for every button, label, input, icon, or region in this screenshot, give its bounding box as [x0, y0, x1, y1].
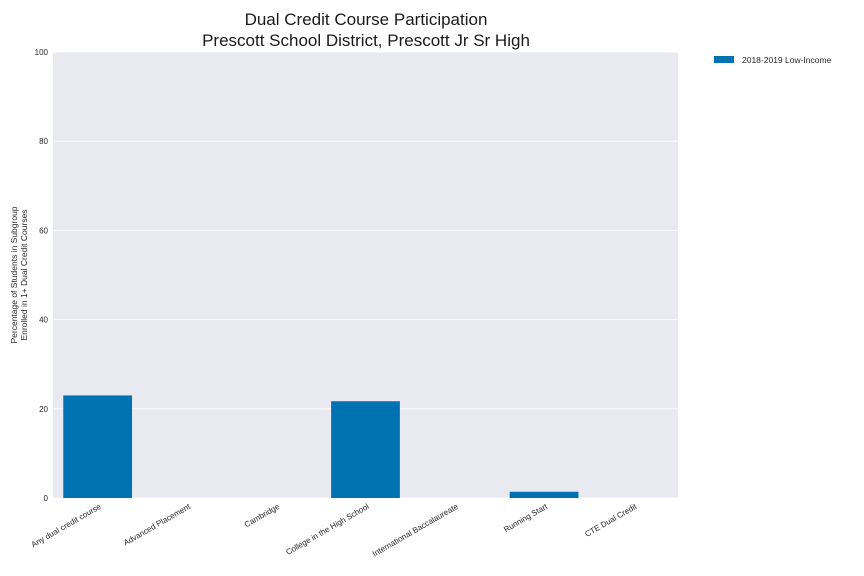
y-tick-label: 60 [39, 226, 48, 235]
y-axis-label-line-1: Percentage of Students in Subgroup [9, 206, 19, 343]
y-tick-label: 40 [39, 316, 48, 325]
bar [63, 395, 133, 498]
x-tick-label: CTE Dual Credit [583, 502, 639, 539]
x-tick-label: Running Start [502, 502, 550, 535]
chart-title-line-2: Prescott School District, Prescott Jr Sr… [202, 31, 530, 50]
legend-swatch [714, 56, 734, 63]
y-axis-label-line-2: Enrolled in 1+ Dual Credit Courses [19, 209, 29, 340]
bar [509, 491, 579, 498]
y-tick-label: 80 [39, 137, 48, 146]
x-tick-label: College in the High School [284, 502, 370, 557]
bar [331, 401, 400, 498]
y-tick-label: 20 [39, 405, 48, 414]
bars-group [63, 395, 579, 498]
y-tick-label: 100 [35, 48, 49, 57]
x-tick-label: Cambridge [243, 502, 282, 530]
chart-title-line-1: Dual Credit Course Participation [245, 10, 488, 29]
y-tick-label: 0 [44, 494, 49, 503]
x-axis-ticks: Any dual credit course Advanced Placement… [30, 502, 639, 559]
x-tick-label: Any dual credit course [30, 502, 104, 550]
legend: 2018-2019 Low-Income [714, 55, 832, 65]
legend-label: 2018-2019 Low-Income [742, 55, 832, 65]
y-axis-ticks: 0 20 40 60 80 100 [35, 48, 49, 503]
x-tick-label: Advanced Placement [122, 502, 193, 548]
x-tick-label: International Baccalaureate [371, 502, 460, 559]
